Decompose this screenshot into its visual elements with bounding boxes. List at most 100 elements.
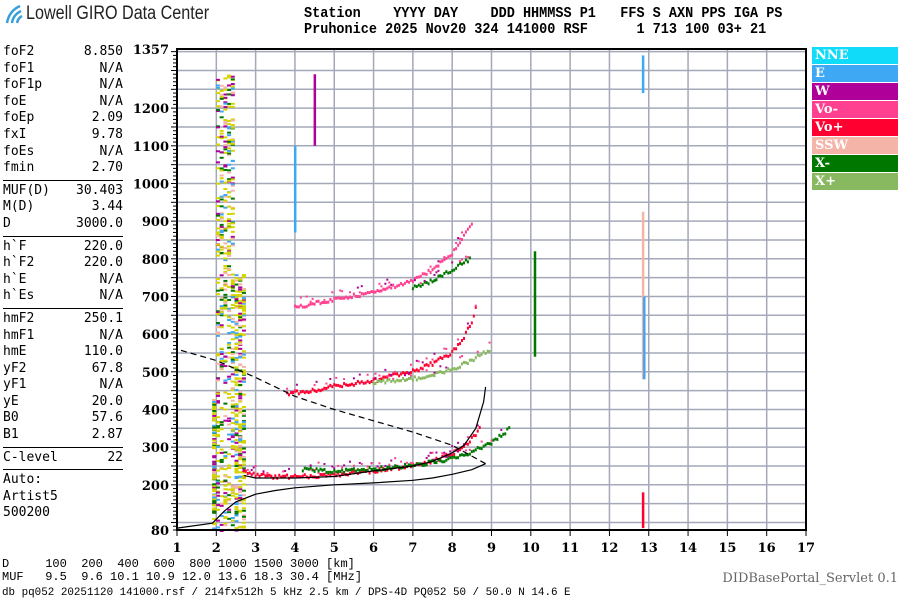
trace-point: [453, 455, 456, 459]
echo-point: [230, 78, 235, 81]
trace-point: [462, 444, 465, 448]
trace-point: [388, 281, 391, 284]
echo-point: [223, 140, 228, 143]
echo-point: [223, 259, 228, 262]
echo-point: [241, 424, 246, 427]
param-row: MUF(D) 30.403: [3, 183, 123, 200]
echo-point: [230, 516, 235, 519]
echo-point: [223, 522, 228, 525]
echo-point: [215, 435, 220, 438]
echo-point: [238, 491, 243, 494]
echo-point: [230, 491, 235, 494]
param-row: foF1p N/A: [3, 77, 123, 94]
trace-point: [317, 299, 320, 303]
echo-point: [227, 218, 232, 221]
echo-point: [215, 248, 220, 251]
trace-point: [345, 467, 348, 471]
echo-point: [223, 199, 228, 202]
echo-point: [223, 96, 228, 99]
echo-point: [212, 517, 217, 520]
echo-point: [219, 289, 224, 292]
echo-point: [215, 392, 220, 395]
trace-point: [402, 283, 405, 287]
trace-point: [433, 266, 436, 270]
echo-point: [227, 171, 232, 174]
echo-point: [230, 105, 235, 108]
trace-point: [325, 474, 328, 478]
trace-point: [419, 377, 422, 381]
trace-point: [443, 453, 446, 456]
trace-point: [362, 467, 365, 471]
trace-point: [409, 374, 412, 377]
echo-point: [223, 314, 228, 317]
divider: [3, 179, 123, 181]
echo-point: [227, 499, 232, 502]
trace-point: [331, 291, 334, 294]
param-row: hmF2 250.1: [3, 311, 123, 328]
x-tick-label: 9: [487, 541, 496, 556]
echo-point: [238, 316, 243, 319]
echo-point: [223, 270, 228, 273]
trace-point: [400, 372, 403, 376]
trace-point: [455, 266, 458, 270]
trace-point: [380, 465, 383, 469]
echo-point: [219, 212, 224, 215]
echo-point: [230, 197, 235, 200]
trace-point: [443, 460, 446, 464]
trace-point: [433, 352, 436, 355]
trace-point: [282, 474, 285, 478]
echo-point: [234, 343, 239, 346]
echo-point: [215, 233, 220, 236]
echo-point: [227, 483, 232, 486]
echo-point: [230, 189, 235, 192]
x-tick-label: 12: [600, 541, 618, 556]
trace-point: [284, 469, 287, 472]
trace-point: [394, 370, 397, 373]
echo-point: [227, 498, 232, 501]
trace-point: [394, 286, 397, 290]
trace-point: [331, 299, 334, 303]
echo-point: [219, 324, 224, 327]
echo-point: [234, 493, 239, 496]
echo-point: [223, 119, 228, 122]
trace-point: [315, 389, 318, 393]
trace-point: [345, 383, 348, 387]
trace-point: [297, 392, 300, 396]
echo-point: [212, 399, 217, 402]
trace-point: [311, 297, 314, 300]
echo-point: [234, 283, 239, 286]
trace-point: [400, 460, 403, 463]
trace-point: [459, 261, 462, 265]
echo-point: [230, 167, 235, 170]
trace-point: [366, 465, 369, 468]
trace-point: [350, 467, 353, 471]
echo-point: [230, 279, 235, 282]
trace-point: [329, 377, 332, 380]
legend-item-e: E: [812, 65, 898, 82]
param-value: N/A: [99, 77, 123, 93]
trace-point: [472, 433, 475, 437]
echo-point: [212, 523, 217, 526]
trace-point: [402, 371, 405, 375]
echo-point: [241, 413, 246, 416]
echo-point: [241, 297, 246, 300]
echo-point: [215, 281, 220, 284]
echo-point: [219, 151, 224, 154]
echo-point: [238, 332, 243, 335]
echo-point: [215, 310, 220, 313]
trace-point: [441, 357, 444, 361]
trace-point: [339, 296, 342, 300]
trace-point: [262, 470, 265, 473]
trace-point: [325, 386, 328, 390]
trace-point: [445, 452, 448, 456]
trace-point: [327, 300, 330, 304]
echo-point: [227, 245, 232, 248]
echo-point: [238, 312, 243, 315]
trace-point: [437, 264, 440, 268]
echo-point: [215, 504, 220, 507]
param-value: N/A: [99, 271, 123, 287]
echo-point: [215, 323, 220, 326]
trace-point: [490, 442, 493, 446]
trace-point: [370, 290, 373, 294]
echo-point: [223, 492, 228, 495]
